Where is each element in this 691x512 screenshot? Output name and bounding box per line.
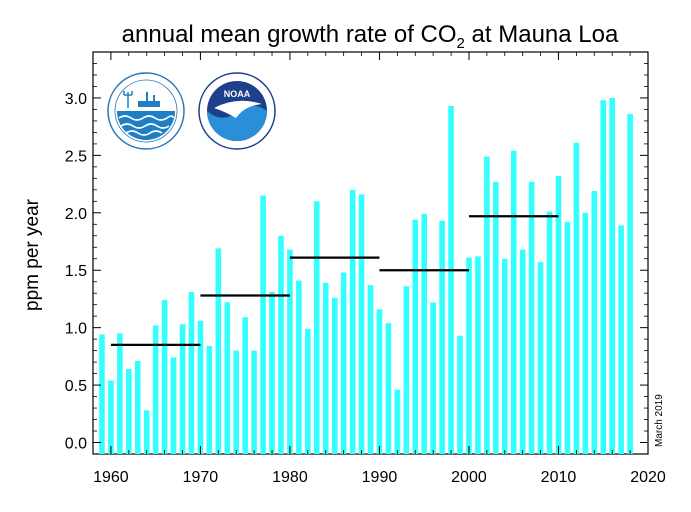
chart-title-tail: at Mauna Loa [465, 21, 619, 48]
bar-1997 [439, 220, 445, 454]
x-tick-label: 2000 [451, 469, 487, 486]
bar-2000 [466, 257, 472, 454]
bar-1973 [224, 302, 231, 454]
bar-1991 [385, 323, 392, 454]
bar-1969 [188, 292, 195, 454]
scripps-institution-logo [107, 72, 185, 150]
bar-1993 [403, 286, 410, 454]
bar-1980 [287, 249, 293, 454]
y-tick-label: 1.5 [65, 263, 87, 280]
bar-2011 [564, 221, 571, 454]
date-annotation: March 2019 [654, 394, 665, 447]
bar-1961 [117, 333, 123, 454]
bar-1963 [134, 360, 141, 454]
decade-mean-lines [110, 215, 559, 346]
y-tick-label: 2.5 [65, 148, 87, 165]
chart-title: annual mean growth rate of CO2 at Mauna … [122, 21, 619, 52]
bar-2007 [528, 181, 535, 454]
bar-1981 [296, 280, 302, 454]
bar-2012 [573, 142, 580, 455]
y-tick-label: 0.0 [65, 436, 87, 453]
x-tick-label: 1970 [183, 469, 219, 486]
bar-1994 [412, 219, 419, 454]
bar-1970 [197, 320, 204, 454]
bar-1982 [305, 328, 311, 454]
bar-1998 [448, 105, 454, 455]
bar-1985 [331, 297, 338, 454]
bar-2002 [484, 156, 490, 454]
bar-2013 [582, 212, 589, 454]
bar-1978 [269, 292, 275, 454]
bar-1992 [394, 389, 401, 454]
y-tick-label: 3.0 [65, 91, 87, 108]
bar-1976 [251, 350, 257, 454]
bar-2009 [546, 211, 553, 454]
bar-1965 [152, 325, 159, 454]
bar-1987 [349, 189, 356, 455]
chart-title-subscript: 2 [457, 35, 465, 52]
noaa-logo: NOAA [198, 72, 276, 150]
bar-2004 [501, 258, 508, 454]
bar-1974 [233, 350, 240, 454]
bar-1996 [430, 302, 436, 454]
y-tick-label: 1.0 [65, 321, 87, 338]
bar-2018 [627, 114, 633, 454]
bar-2008 [537, 262, 544, 454]
bar-1975 [242, 317, 248, 454]
bar-2016 [609, 97, 615, 454]
bar-1988 [358, 194, 365, 454]
bar-2015 [600, 100, 607, 455]
bar-2014 [591, 190, 598, 454]
bar-2005 [510, 150, 517, 454]
y-axis-ticks: 0.0 0.5 1.0 1.5 2.0 2.5 3.0 [65, 63, 648, 453]
x-tick-label: 1980 [272, 469, 308, 486]
bar-2003 [493, 181, 499, 454]
x-tick-label: 1960 [93, 469, 129, 486]
bar-1972 [215, 248, 222, 454]
chart-title-main: annual mean growth rate of CO [122, 21, 457, 48]
y-axis-label: ppm per year [22, 198, 43, 311]
bar-1977 [260, 195, 266, 455]
bar-1986 [340, 272, 347, 454]
bar-1999 [457, 335, 463, 454]
bar-1964 [143, 410, 150, 454]
bar-1959 [99, 334, 105, 454]
x-tick-label: 1990 [362, 469, 398, 486]
bar-2010 [555, 176, 562, 454]
x-tick-label: 2020 [630, 469, 666, 486]
bar-1960 [108, 380, 114, 454]
bar-2006 [519, 249, 526, 454]
bar-1995 [421, 213, 427, 454]
bar-1971 [206, 346, 213, 454]
y-tick-label: 0.5 [65, 378, 87, 395]
bar-1967 [170, 357, 177, 454]
y-tick-label: 2.0 [65, 206, 87, 223]
bar-1968 [179, 324, 186, 454]
bar-1979 [278, 235, 284, 454]
bar-1989 [367, 285, 374, 454]
bar-1962 [126, 369, 132, 454]
noaa-logo-text: NOAA [224, 89, 251, 99]
x-tick-label: 2010 [541, 469, 577, 486]
bar-2017 [618, 225, 624, 454]
bar-2001 [475, 256, 481, 454]
bar-1984 [322, 282, 329, 454]
x-axis-ticks: 1960 1970 1980 1990 2000 2010 2020 [93, 52, 666, 486]
bar-1990 [376, 309, 383, 454]
bars-group [99, 97, 633, 455]
bar-1966 [161, 300, 168, 454]
bar-1983 [314, 201, 320, 454]
